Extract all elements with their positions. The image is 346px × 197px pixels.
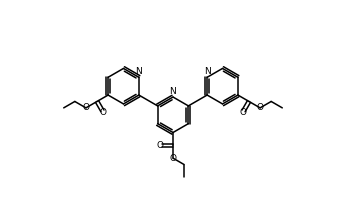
Text: O: O <box>100 108 107 117</box>
Text: O: O <box>257 103 264 112</box>
Text: O: O <box>82 103 89 112</box>
Text: O: O <box>157 141 164 150</box>
Text: N: N <box>136 67 142 76</box>
Text: O: O <box>170 154 176 163</box>
Text: N: N <box>204 67 210 76</box>
Text: O: O <box>239 108 246 117</box>
Text: N: N <box>170 86 176 96</box>
